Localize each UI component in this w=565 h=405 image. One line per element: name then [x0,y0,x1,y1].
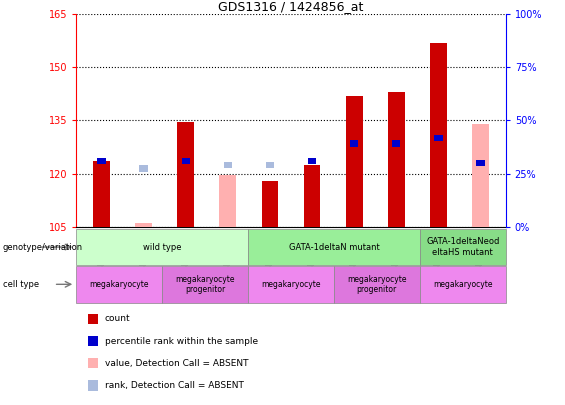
Bar [388,92,405,227]
Text: cell type: cell type [3,280,39,289]
Bar [181,158,190,164]
Bar [262,181,279,227]
Bar [472,124,489,227]
Bar [88,381,98,390]
Bar [88,336,98,346]
Bar [140,165,148,172]
Text: value, Detection Call = ABSENT: value, Detection Call = ABSENT [105,359,248,368]
Text: count: count [105,314,130,323]
Title: GDS1316 / 1424856_at: GDS1316 / 1424856_at [218,0,364,13]
Bar [88,358,98,369]
Bar [476,160,485,166]
Bar [346,96,363,227]
Bar [97,158,106,164]
Text: megakaryocyte
progenitor: megakaryocyte progenitor [347,275,407,294]
Bar [162,266,248,303]
Bar [430,43,447,227]
Bar [88,314,98,324]
Bar [350,141,358,147]
Bar [303,165,320,227]
Bar [334,266,420,303]
Text: megakaryocyte: megakaryocyte [433,280,493,289]
Text: rank, Detection Call = ABSENT: rank, Detection Call = ABSENT [105,381,244,390]
Bar [434,135,442,141]
Text: megakaryocyte: megakaryocyte [261,280,321,289]
Text: GATA-1deltaNeod
eltaHS mutant: GATA-1deltaNeod eltaHS mutant [426,237,499,257]
Text: percentile rank within the sample: percentile rank within the sample [105,337,258,345]
Text: megakaryocyte
progenitor: megakaryocyte progenitor [175,275,235,294]
Text: GATA-1deltaN mutant: GATA-1deltaN mutant [289,243,379,252]
Bar [76,229,248,265]
Text: genotype/variation: genotype/variation [3,243,83,252]
Bar [248,266,334,303]
Bar [308,158,316,164]
Text: megakaryocyte: megakaryocyte [89,280,149,289]
Bar [420,266,506,303]
Bar [177,122,194,227]
Bar [392,141,401,147]
Bar [420,229,506,265]
Bar [266,162,274,168]
Text: wild type: wild type [143,243,181,252]
Bar [219,175,236,227]
Bar [93,161,110,227]
Bar [135,223,152,227]
Bar [224,162,232,168]
Bar [248,229,420,265]
Bar [76,266,162,303]
